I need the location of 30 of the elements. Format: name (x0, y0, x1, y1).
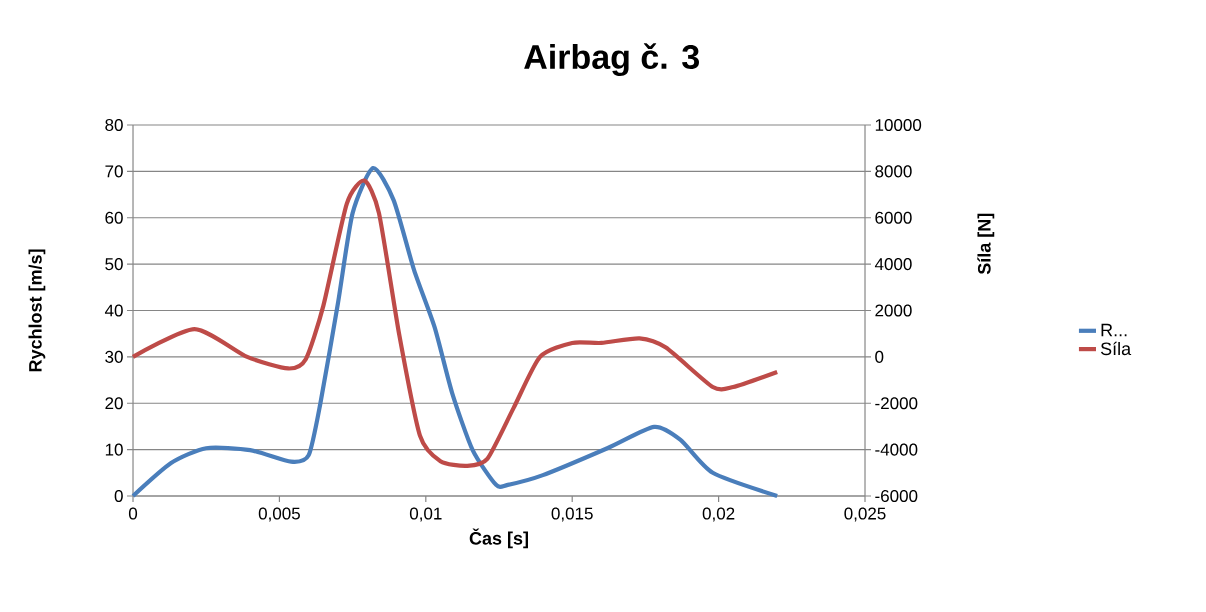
x-tick-label: 0 (128, 507, 138, 520)
y-axis-title: Rychlost [m/s] (28, 249, 46, 372)
y2-tick-label: 6000 (875, 211, 912, 224)
y-tick-label: 70 (105, 165, 123, 178)
y2-tick-label: 0 (875, 350, 884, 363)
y2-axis-title: Síla [N] (977, 213, 995, 275)
y-tick-label: 30 (105, 350, 123, 363)
y2-tick-label: 2000 (875, 304, 912, 317)
x-tick-label: 0,005 (258, 507, 300, 522)
y-tick-label: 20 (105, 397, 123, 410)
y2-tick-label: -4000 (875, 443, 918, 456)
y-tick-label: 10 (105, 443, 123, 456)
y2-tick-label: -2000 (875, 397, 918, 410)
legend-label: Síla (1100, 341, 1132, 356)
y-tick-label: 80 (105, 118, 123, 132)
y-tick-label: 40 (104, 304, 123, 317)
x-tick-label: 0,025 (844, 507, 886, 522)
chart-title: Airbag č. 3 (524, 43, 699, 76)
legend-label: R... (1101, 323, 1127, 337)
y-tick-label: 50 (105, 258, 123, 271)
y2-tick-label: 8000 (875, 165, 912, 178)
x-axis-title: Čas [s] (469, 528, 528, 549)
y-tick-label: 60 (105, 211, 123, 224)
y-tick-label: 0 (114, 489, 123, 503)
y2-tick-label: -6000 (875, 489, 918, 503)
x-tick-label: 0,02 (702, 507, 735, 522)
x-tick-label: 0,01 (409, 507, 442, 522)
x-tick-label: 0,015 (551, 507, 593, 522)
y2-tick-label: 10000 (875, 118, 922, 132)
y2-tick-label: 4000 (874, 258, 912, 271)
